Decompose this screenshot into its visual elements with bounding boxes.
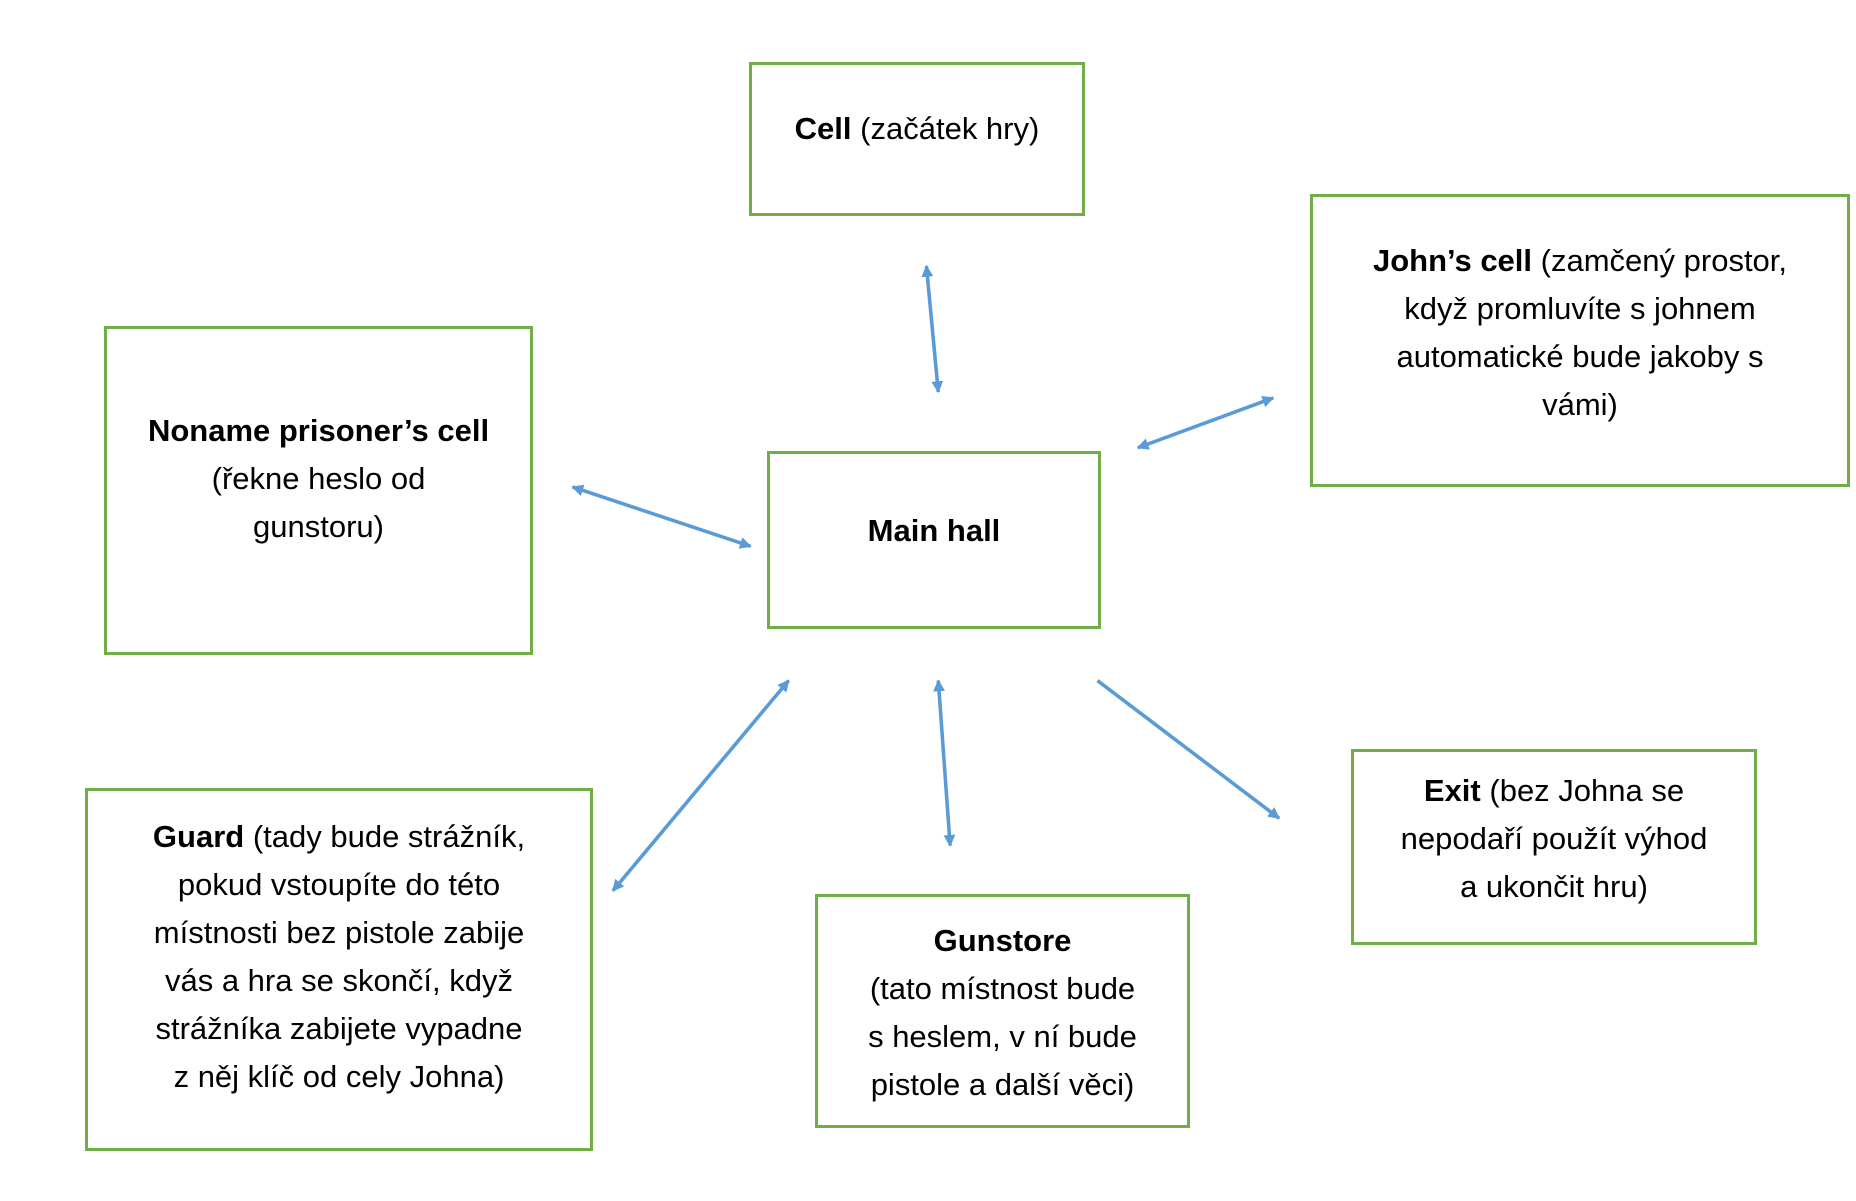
- node-johns-cell-desc-1: (zamčený prostor,: [1541, 243, 1787, 278]
- edge-main-hall-guard: [613, 681, 789, 891]
- node-noname-cell-desc-1: (řekne heslo od: [212, 455, 426, 503]
- node-exit-desc-3: a ukončit hru): [1460, 863, 1648, 911]
- node-exit-desc-2: nepodaří použít výhod: [1401, 815, 1708, 863]
- node-exit[interactable]: Exit (bez Johna se nepodaří použít výhod…: [1351, 749, 1757, 945]
- node-johns-cell-title: John’s cell: [1373, 243, 1532, 278]
- node-noname-cell-desc-2: gunstoru): [253, 503, 384, 551]
- node-noname-cell[interactable]: Noname prisoner’s cell (řekne heslo od g…: [104, 326, 533, 655]
- node-gunstore-desc-2: s heslem, v ní bude: [868, 1013, 1137, 1061]
- node-johns-cell[interactable]: John’s cell (zamčený prostor, když proml…: [1310, 194, 1850, 487]
- node-gunstore-desc-1: (tato místnost bude: [870, 965, 1135, 1013]
- edge-main-hall-johns-cell: [1138, 398, 1273, 448]
- node-guard[interactable]: Guard (tady bude strážník, pokud vstoupí…: [85, 788, 593, 1151]
- node-main-hall-title: Main hall: [868, 507, 1001, 555]
- node-guard-desc-6: z něj klíč od cely Johna): [174, 1053, 505, 1101]
- node-guard-desc-4: vás a hra se skončí, když: [165, 957, 513, 1005]
- node-main-hall[interactable]: Main hall: [767, 451, 1101, 629]
- edge-main-hall-exit: [1097, 681, 1279, 819]
- edge-main-hall-cell: [926, 266, 938, 392]
- node-guard-desc-1: (tady bude strážník,: [253, 819, 525, 854]
- node-johns-cell-desc-2: když promluvíte s johnem: [1404, 285, 1755, 333]
- node-guard-desc-3: místnosti bez pistole zabije: [154, 909, 524, 957]
- node-johns-cell-desc-4: vámi): [1542, 381, 1618, 429]
- node-cell-desc: (začátek hry): [860, 111, 1039, 146]
- node-guard-title: Guard: [153, 819, 244, 854]
- node-exit-title: Exit: [1424, 773, 1481, 808]
- node-gunstore-title: Gunstore: [934, 917, 1072, 965]
- node-exit-desc-1: (bez Johna se: [1489, 773, 1684, 808]
- edge-main-hall-gunstore: [938, 681, 950, 846]
- node-noname-cell-title: Noname prisoner’s cell: [148, 407, 489, 455]
- node-gunstore[interactable]: Gunstore (tato místnost bude s heslem, v…: [815, 894, 1190, 1128]
- edge-main-hall-noname-cell: [572, 487, 750, 546]
- node-cell[interactable]: Cell (začátek hry): [749, 62, 1085, 216]
- node-cell-title: Cell: [795, 111, 852, 146]
- node-johns-cell-desc-3: automatické bude jakoby s: [1396, 333, 1763, 381]
- node-guard-desc-5: strážníka zabijete vypadne: [155, 1005, 522, 1053]
- node-gunstore-desc-3: pistole a další věci): [871, 1061, 1135, 1109]
- node-guard-desc-2: pokud vstoupíte do této: [178, 861, 500, 909]
